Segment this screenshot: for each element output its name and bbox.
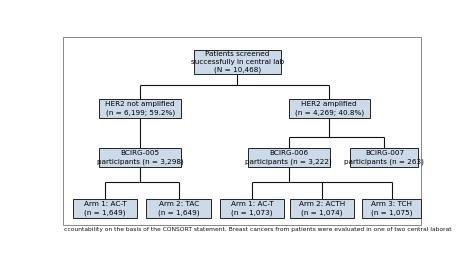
Text: HER2 amplified
(n = 4,269; 40.8%): HER2 amplified (n = 4,269; 40.8%) [295, 102, 364, 116]
FancyBboxPatch shape [99, 99, 182, 118]
Text: Arm 2: ACTH
(n = 1,074): Arm 2: ACTH (n = 1,074) [299, 201, 345, 216]
Text: BCIRG-006
participants (n = 3,222): BCIRG-006 participants (n = 3,222) [246, 150, 332, 164]
FancyBboxPatch shape [362, 199, 421, 218]
Text: Arm 1: AC-T
(n = 1,073): Arm 1: AC-T (n = 1,073) [231, 201, 273, 216]
FancyBboxPatch shape [99, 148, 182, 167]
FancyBboxPatch shape [63, 37, 421, 225]
FancyBboxPatch shape [146, 199, 211, 218]
Text: ccountability on the basis of the CONSORT statement. Breast cancers from patient: ccountability on the basis of the CONSOR… [64, 227, 451, 232]
FancyBboxPatch shape [290, 199, 354, 218]
FancyBboxPatch shape [73, 199, 137, 218]
Text: Patients screened
successfully in central lab
(N = 10,468): Patients screened successfully in centra… [191, 51, 284, 73]
Text: Arm 2: TAC
(n = 1,649): Arm 2: TAC (n = 1,649) [158, 201, 200, 216]
Text: Arm 1: AC-T
(n = 1,649): Arm 1: AC-T (n = 1,649) [84, 201, 127, 216]
Text: BCIRG-005
participants (n = 3,298): BCIRG-005 participants (n = 3,298) [97, 150, 183, 164]
Text: HER2 not amplified
(n = 6,199; 59.2%): HER2 not amplified (n = 6,199; 59.2%) [105, 102, 175, 116]
FancyBboxPatch shape [247, 148, 330, 167]
Text: BCIRG-007
participants (n = 263): BCIRG-007 participants (n = 263) [345, 150, 424, 164]
FancyBboxPatch shape [220, 199, 284, 218]
FancyBboxPatch shape [289, 99, 370, 118]
Text: Arm 3: TCH
(n = 1,075): Arm 3: TCH (n = 1,075) [371, 201, 412, 216]
FancyBboxPatch shape [194, 50, 281, 74]
FancyBboxPatch shape [350, 148, 419, 167]
